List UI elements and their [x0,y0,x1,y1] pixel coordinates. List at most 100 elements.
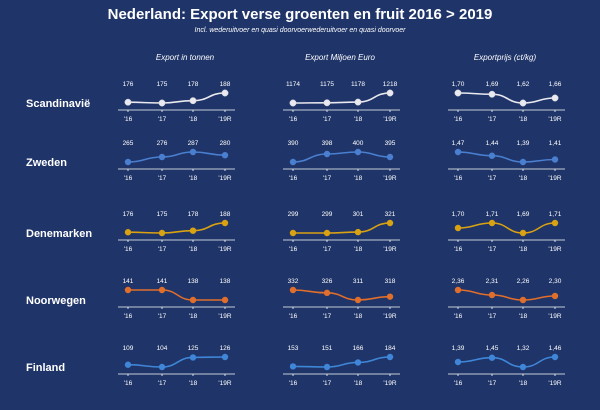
data-point-noorwegen-2-3 [354,296,362,304]
data-point-noorwegen-3-4 [551,292,559,300]
data-point-denemarken-3-4 [551,219,559,227]
data-point-denemarken-2-3 [354,228,362,236]
x-tick-label-denemarken-2-4: '19R [383,246,396,253]
data-label-zweden-3-1: 1,47 [452,140,465,147]
data-label-finland-3-4: 1,46 [549,345,562,352]
data-point-zweden-2-1 [289,158,297,166]
x-tick-label-denemarken-1-2: '17 [158,246,167,253]
data-label-denemarken-1-1: 176 [123,211,134,218]
data-point-finland-1-1 [124,361,132,368]
data-label-noorwegen-1-3: 138 [188,278,199,285]
data-point-zweden-1-3 [189,148,197,156]
x-tick-label-scandinavie-1-3: '18 [189,116,198,123]
x-tick-label-denemarken-3-2: '17 [488,246,497,253]
data-label-zweden-1-2: 276 [157,140,168,147]
data-point-noorwegen-3-3 [519,296,527,304]
data-label-finland-1-2: 104 [157,345,168,352]
data-label-denemarken-2-3: 301 [353,211,364,218]
chart-subtitle: Incl. wederuitvoer en quasi doorvoerwede… [194,27,406,34]
data-label-noorwegen-2-2: 326 [322,278,333,285]
x-tick-label-zweden-1-4: '19R [218,175,231,182]
data-point-zweden-1-2 [158,153,166,161]
data-label-zweden-2-1: 390 [288,140,299,147]
data-label-finland-3-2: 1,45 [486,345,499,352]
x-tick-label-denemarken-3-4: '19R [548,246,561,253]
panel-scandinavie-1: 176 175 178 188 '16 '17 '18 '19R [118,81,235,123]
x-tick-label-zweden-2-4: '19R [383,175,396,182]
x-tick-label-scandinavie-2-2: '17 [323,116,332,123]
row-label-scandinavie: Scandinavië [26,98,90,110]
data-point-zweden-2-2 [323,150,331,158]
series-line-denemarken-1 [127,222,226,234]
data-label-scandinavie-1-2: 175 [157,81,168,88]
data-label-noorwegen-3-1: 2,36 [452,278,465,285]
data-point-finland-2-4 [386,353,394,361]
series-line-denemarken-3 [457,222,556,234]
series-line-scandinavie-1 [127,92,226,104]
series-line-noorwegen-2 [292,289,391,301]
x-tick-label-zweden-3-3: '18 [519,175,528,182]
x-tick-label-noorwegen-1-4: '19R [218,313,231,320]
data-label-zweden-1-1: 265 [123,140,134,147]
data-point-denemarken-1-1 [124,229,132,236]
data-label-scandinavie-1-1: 176 [123,81,134,88]
x-tick-label-scandinavie-1-1: '16 [124,116,133,123]
data-label-noorwegen-2-4: 318 [385,278,396,285]
data-point-denemarken-3-2 [488,219,496,227]
data-point-noorwegen-1-4 [221,296,229,304]
panel-scandinavie-2: 1174 1175 1178 1218 '16 '17 '18 '19R [283,81,400,123]
x-tick-label-zweden-2-1: '16 [289,175,298,182]
data-point-zweden-2-4 [386,153,394,161]
data-label-finland-2-4: 184 [385,345,396,352]
x-tick-label-finland-2-4: '19R [383,380,396,387]
data-label-scandinavie-2-4: 1218 [383,81,398,88]
x-tick-label-finland-2-2: '17 [323,380,332,387]
panel-finland-2: 153 151 166 184 '16 '17 '18 '19R [283,345,400,387]
panel-noorwegen-1: 141 141 138 138 '16 '17 '18 '19R [118,278,235,320]
data-point-scandinavie-1-4 [221,89,229,97]
data-point-finland-3-4 [551,353,559,361]
data-label-scandinavie-3-2: 1,69 [486,81,499,88]
x-tick-label-scandinavie-3-3: '18 [519,116,528,123]
data-point-zweden-2-3 [354,148,362,156]
x-tick-label-zweden-3-4: '19R [548,175,561,182]
column-header-2: Export Miljoen Euro [305,53,375,62]
series-line-finland-3 [457,356,556,368]
data-label-scandinavie-2-3: 1178 [351,81,365,88]
data-label-denemarken-3-3: 1,69 [517,211,530,218]
x-tick-label-scandinavie-3-1: '16 [454,116,463,123]
x-tick-label-finland-3-3: '18 [519,380,528,387]
row-label-finland: Finland [26,362,65,374]
data-point-denemarken-1-2 [158,229,166,237]
data-label-scandinavie-1-4: 188 [220,81,231,88]
data-label-denemarken-1-2: 175 [157,211,168,218]
data-point-zweden-3-4 [551,156,559,163]
x-tick-label-scandinavie-3-4: '19R [548,116,561,123]
panel-noorwegen-2: 332 326 311 318 '16 '17 '18 '19R [283,278,400,320]
data-label-finland-2-1: 153 [288,345,299,352]
data-point-scandinavie-3-1 [454,89,462,97]
x-tick-label-noorwegen-3-4: '19R [548,313,561,320]
data-label-denemarken-2-4: 321 [385,211,396,218]
x-tick-label-denemarken-1-3: '18 [189,246,198,253]
data-point-zweden-1-4 [221,151,229,159]
data-label-zweden-3-3: 1,39 [517,140,530,147]
data-point-scandinavie-1-1 [124,98,132,106]
data-point-scandinavie-3-3 [519,99,527,107]
data-point-noorwegen-2-4 [386,293,394,300]
row-label-denemarken: Denemarken [26,228,92,240]
data-label-scandinavie-2-2: 1175 [320,81,334,88]
x-tick-label-denemarken-1-1: '16 [124,246,133,253]
series-line-finland-2 [292,356,391,368]
x-tick-label-denemarken-2-2: '17 [323,246,332,253]
x-tick-label-noorwegen-2-2: '17 [323,313,332,320]
data-label-denemarken-3-2: 1,71 [486,211,499,218]
data-point-noorwegen-2-1 [289,286,297,294]
data-point-scandinavie-2-2 [323,99,331,107]
data-label-noorwegen-2-1: 332 [288,278,299,285]
x-tick-label-zweden-2-2: '17 [323,175,332,182]
data-label-noorwegen-1-4: 138 [220,278,231,285]
x-tick-label-denemarken-3-1: '16 [454,246,463,253]
data-point-finland-2-3 [354,359,362,366]
data-label-noorwegen-3-3: 2,26 [517,278,530,285]
